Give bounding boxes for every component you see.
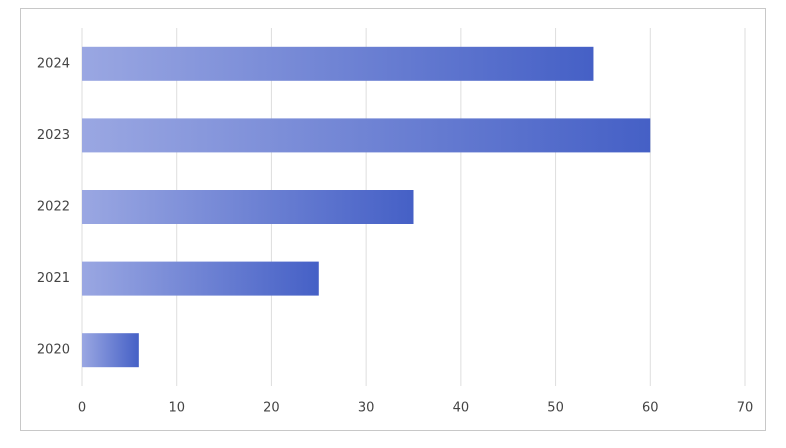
- x-tick-label: 30: [358, 401, 375, 416]
- y-tick-label: 2020: [37, 343, 70, 358]
- x-tick-label: 50: [547, 401, 564, 416]
- y-tick-label: 2024: [37, 56, 70, 71]
- y-tick-label: 2021: [37, 271, 70, 286]
- bar: [82, 261, 319, 296]
- y-tick-label: 2023: [37, 128, 70, 143]
- x-tick-label: 10: [168, 401, 185, 416]
- y-tick-label: 2022: [37, 200, 70, 215]
- x-tick-label: 20: [263, 401, 280, 416]
- x-tick-label: 70: [737, 401, 754, 416]
- bar: [82, 118, 651, 153]
- x-tick-label: 40: [453, 401, 470, 416]
- x-tick-label: 0: [78, 401, 86, 416]
- bar: [82, 190, 414, 224]
- bar: [82, 46, 594, 81]
- bar: [82, 333, 139, 368]
- x-tick-label: 60: [642, 401, 659, 416]
